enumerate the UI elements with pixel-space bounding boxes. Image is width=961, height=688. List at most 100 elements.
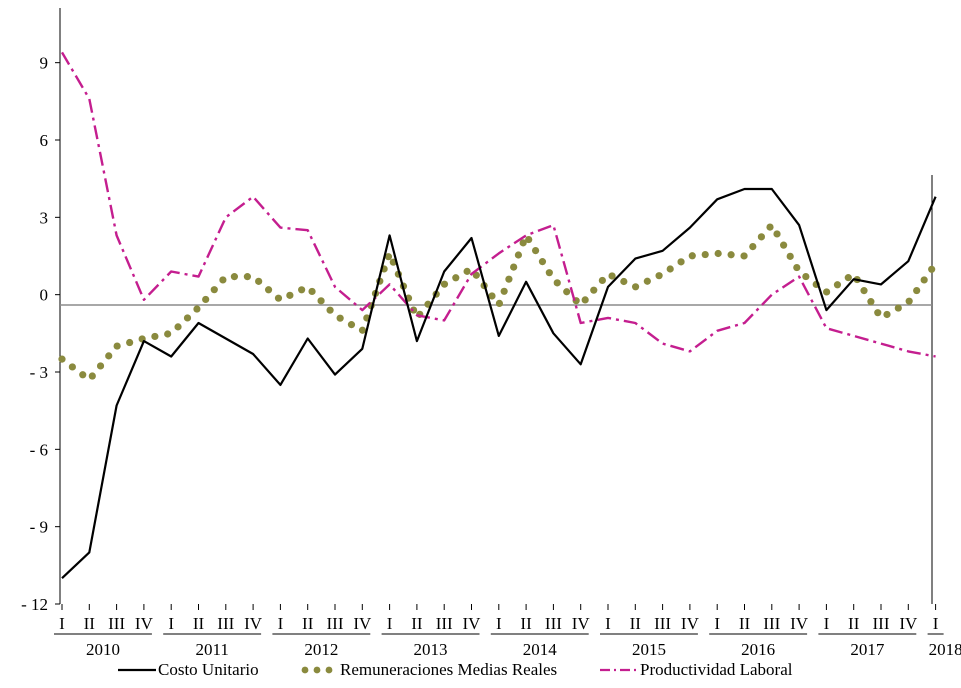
series-dot [488, 292, 496, 300]
series-dot [514, 251, 523, 259]
series-dot [928, 265, 936, 273]
x-quarter-label: II [193, 614, 205, 633]
series-dot [666, 265, 674, 273]
series-dot [757, 233, 766, 241]
x-quarter-label: III [763, 614, 780, 633]
series-dot [883, 310, 891, 319]
series-dot [174, 323, 182, 331]
x-quarter-label: IV [681, 614, 700, 633]
legend-item: Costo Unitario [118, 660, 259, 680]
series-dot [786, 252, 794, 260]
x-quarter-label: I [387, 614, 393, 633]
x-quarter-label: IV [463, 614, 482, 633]
x-year-label: 2013 [414, 640, 448, 659]
series-dot [230, 273, 239, 281]
y-tick-label: 9 [40, 54, 49, 73]
series-dot [727, 251, 735, 259]
y-tick-label: - 3 [30, 363, 48, 382]
series-dot [581, 296, 589, 304]
x-quarter-label: II [848, 614, 860, 633]
series-dot [740, 252, 748, 260]
series-dot [472, 271, 480, 279]
series-dot [766, 223, 774, 231]
series-dot [164, 330, 172, 338]
series-dot [510, 263, 518, 271]
series-dot [308, 287, 316, 296]
series-dot [347, 321, 356, 329]
x-year-label: 2016 [741, 640, 775, 659]
y-tick-label: 6 [40, 131, 49, 150]
legend: Costo Unitario Remuneraciones Medias Real… [0, 660, 961, 686]
x-quarter-label: II [84, 614, 96, 633]
legend-swatch [600, 668, 638, 672]
x-quarter-label: II [630, 614, 642, 633]
series-dot [802, 272, 810, 281]
y-axis: 9 6 3 0 - 3 - 6 - 9 - 12 [21, 8, 933, 614]
series-dot [317, 297, 325, 305]
x-axis: I II III IV I II III IV I II III IV I II III IV I II III IV… [54, 604, 961, 659]
x-quarter-label: IV [790, 614, 809, 633]
x-year-label: 2017 [850, 640, 885, 659]
series-dot [193, 305, 201, 313]
x-quarter-label: I [496, 614, 502, 633]
series-dot [264, 286, 273, 294]
series-dot [874, 309, 882, 317]
series-dot [545, 269, 553, 277]
series-dot [126, 338, 134, 347]
x-quarter-label: I [824, 614, 830, 633]
series-dot [286, 291, 294, 299]
series-dot [151, 332, 159, 341]
series-remuneraciones-medias-reales [58, 223, 936, 380]
series-dot [780, 241, 788, 249]
series-dot [553, 279, 561, 287]
x-quarter-label: III [436, 614, 453, 633]
series-dot [867, 298, 875, 306]
series-dot [96, 362, 105, 370]
legend-label: Productividad Laboral [640, 660, 793, 679]
series-dot [608, 272, 616, 280]
series-dot [894, 304, 902, 312]
series-dot [255, 277, 263, 285]
series-dot [905, 297, 913, 305]
x-quarter-label: IV [244, 614, 263, 633]
x-quarter-label: III [327, 614, 344, 633]
y-tick-label: - 12 [21, 595, 48, 614]
series-dot [505, 275, 513, 283]
series-dot [913, 286, 921, 295]
series-dot [113, 342, 121, 350]
x-quarter-label: IV [353, 614, 372, 633]
series-dot [463, 267, 471, 275]
series-dot [88, 372, 96, 380]
series-dot [274, 294, 283, 302]
series-dot [210, 286, 218, 294]
series-productividad-laboral [60, 51, 936, 358]
x-quarter-label: IV [135, 614, 154, 633]
x-quarter-label: III [654, 614, 671, 633]
series-dot [243, 273, 252, 281]
x-year-label: 2010 [86, 640, 120, 659]
series-dot [793, 263, 801, 272]
series-dot [563, 288, 571, 296]
series-dot [590, 286, 598, 294]
series-dot [643, 277, 651, 285]
series-dot [538, 258, 547, 266]
x-quarter-label: III [873, 614, 890, 633]
series-dot [598, 276, 606, 285]
series-dot [920, 276, 928, 284]
series-dot [495, 299, 504, 307]
series-dot [688, 252, 696, 260]
series-dot [714, 249, 722, 258]
series-dot [358, 326, 367, 334]
series-dot [833, 281, 842, 289]
x-quarter-label: III [108, 614, 125, 633]
x-quarter-label: II [411, 614, 423, 633]
series-dot [531, 246, 540, 255]
series-dot [749, 242, 757, 251]
y-tick-label: - 9 [30, 518, 48, 537]
legend-swatch [118, 668, 156, 672]
y-tick-label: 3 [40, 208, 49, 227]
series-dot [105, 352, 113, 360]
series-dot [202, 295, 210, 304]
y-tick-label: - 6 [30, 440, 48, 459]
